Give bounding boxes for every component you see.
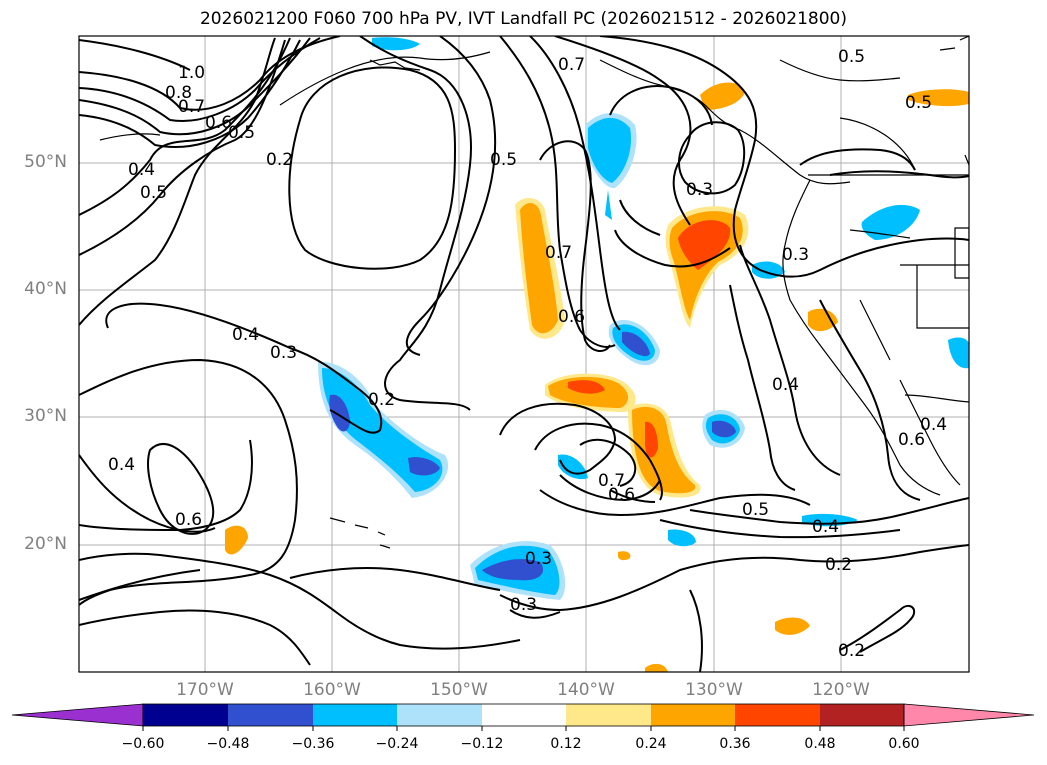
contour-label: 0.3 (686, 180, 713, 200)
colorbar-tick: −0.48 (206, 736, 250, 752)
contour-label: 0.4 (920, 415, 947, 435)
lat-label-40n: 40°N (24, 279, 67, 299)
contour-label: 0.5 (905, 93, 932, 113)
contour-label: 0.6 (608, 485, 635, 505)
contour-label: 0.4 (128, 160, 155, 180)
contour-label: 0.7 (178, 97, 205, 117)
map-title: 2026021200 F060 700 hPa PV, IVT Landfall… (199, 9, 847, 29)
contour-label: 0.2 (825, 555, 852, 575)
contour-label: 0.6 (558, 307, 585, 327)
contour-label: 0.3 (525, 549, 552, 569)
contour-label: 0.5 (140, 183, 167, 203)
contour-label: 0.7 (598, 471, 625, 491)
lon-label-130w: 130°W (685, 680, 743, 700)
contour-label: 0.8 (165, 83, 192, 103)
colorbar-tick: −0.36 (291, 736, 335, 752)
contour-label: 0.6 (205, 113, 232, 133)
pv-contours (79, 36, 969, 672)
contour-label: 0.4 (232, 325, 259, 345)
colorbar-tick: 0.24 (635, 736, 667, 752)
plot-frame (78, 35, 970, 673)
lat-label-50n: 50°N (24, 152, 67, 172)
contour-label-group: 1.0 0.8 0.7 0.6 0.5 0.4 0.5 0.2 0.5 0.7 … (108, 47, 947, 661)
contour-label: 0.2 (838, 641, 865, 661)
contour-label: 0.7 (558, 55, 585, 75)
contour-label: 0.3 (782, 245, 809, 265)
colorbar-tick: 0.60 (888, 736, 920, 752)
contour-label: 0.5 (490, 150, 517, 170)
colorbar-tick: 0.12 (550, 736, 582, 752)
lon-label-160w: 160°W (303, 680, 361, 700)
lon-label-120w: 120°W (812, 680, 870, 700)
contour-label: 0.6 (898, 430, 925, 450)
contour-label: 0.7 (545, 243, 572, 263)
colorbar-tick: 0.36 (719, 736, 751, 752)
colorbar-tick: 0.48 (804, 736, 836, 752)
contour-label: 0.5 (742, 500, 769, 520)
contour-label: 0.5 (838, 47, 865, 67)
lat-label-30n: 30°N (24, 406, 67, 426)
contour-label: 0.2 (266, 150, 293, 170)
contour-label: 1.0 (178, 63, 205, 83)
contour-label: 0.4 (772, 375, 799, 395)
lon-label-150w: 150°W (430, 680, 488, 700)
colorbar-tick: −0.12 (460, 736, 504, 752)
colorbar-tick: −0.60 (121, 736, 165, 752)
contour-label: 0.4 (108, 455, 135, 475)
contour-label: 0.3 (510, 595, 537, 615)
contour-label: 0.4 (812, 517, 839, 537)
gridlines (79, 36, 969, 672)
contour-label: 0.6 (175, 510, 202, 530)
contour-label: 0.5 (228, 123, 255, 143)
lat-label-20n: 20°N (24, 534, 67, 554)
colorbar-tick: −0.24 (375, 736, 419, 752)
contour-label: 0.2 (368, 390, 395, 410)
colorbar (11, 703, 1035, 731)
lon-label-170w: 170°W (176, 680, 234, 700)
contour-label: 0.3 (270, 343, 297, 363)
coastlines (99, 36, 969, 549)
lon-label-140w: 140°W (557, 680, 615, 700)
